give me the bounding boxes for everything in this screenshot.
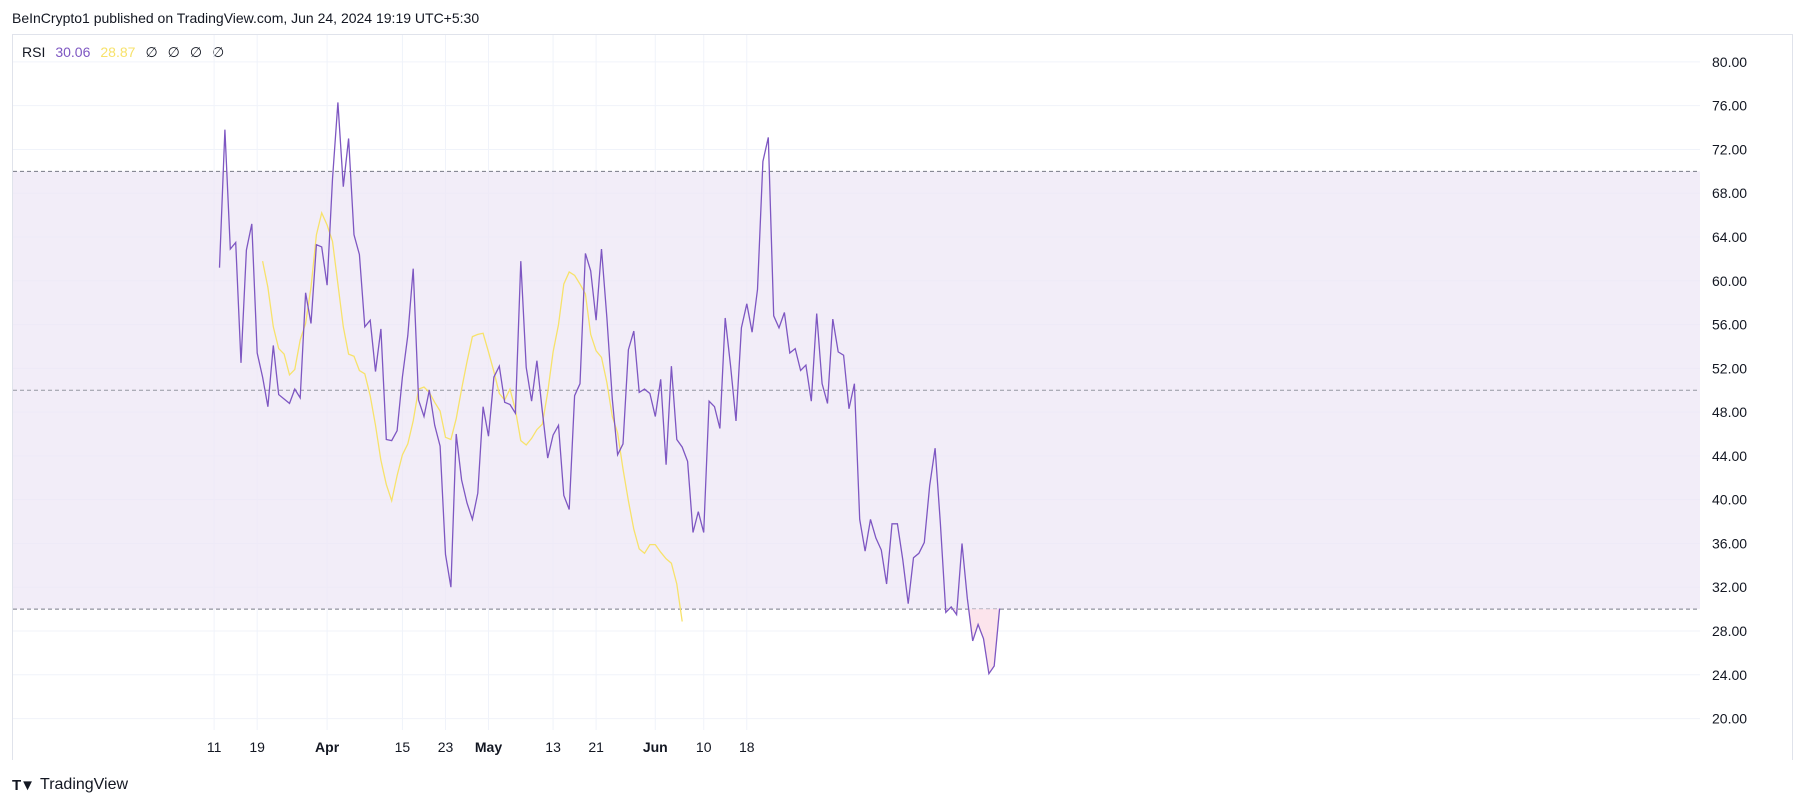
x-tick-label: 15 (395, 739, 411, 755)
na-value-2: ∅ (167, 44, 180, 60)
indicator-name[interactable]: RSI (22, 44, 46, 60)
y-tick-label: 36.00 (1712, 535, 1747, 551)
y-tick-label: 20.00 (1712, 711, 1747, 727)
publish-info: BeInCrypto1 published on TradingView.com… (12, 10, 480, 26)
brand-label: TradingView (40, 776, 129, 793)
y-tick-label: 40.00 (1712, 492, 1747, 508)
y-tick-label: 80.00 (1712, 54, 1747, 70)
y-tick-label: 72.00 (1712, 141, 1747, 157)
series-layer (218, 102, 1001, 676)
x-tick-label: Apr (315, 739, 340, 755)
rsi-chart[interactable]: 80.00 76.00 72.00 68.00 64.00 60.00 56.00 52.00… (0, 0, 1805, 760)
na-value-4: ∅ (212, 44, 225, 60)
x-tick-label: 11 (207, 739, 222, 755)
tradingview-logo-icon: T▼ (12, 776, 35, 794)
x-tick-label: 19 (249, 739, 265, 755)
tradingview-branding[interactable]: T▼ TradingView (12, 776, 128, 794)
price-axis[interactable]: 80.00 76.00 72.00 68.00 64.00 60.00 56.00 52.00… (1712, 54, 1747, 727)
y-tick-label: 56.00 (1712, 317, 1747, 333)
y-tick-label: 64.00 (1712, 229, 1747, 245)
indicator-legend: RSI 30.06 28.87 ∅ ∅ ∅ ∅ (22, 44, 224, 61)
x-tick-label: 10 (696, 739, 712, 755)
y-tick-label: 52.00 (1712, 360, 1747, 376)
x-tick-label: May (475, 739, 502, 755)
x-tick-label: 23 (438, 739, 454, 755)
rsi-line (218, 102, 1001, 676)
na-value-3: ∅ (189, 44, 203, 60)
y-tick-label: 44.00 (1712, 448, 1747, 464)
rsi-ma-line (261, 210, 683, 622)
y-tick-label: 24.00 (1712, 667, 1747, 683)
x-tick-label: 21 (588, 739, 604, 755)
na-value-1: ∅ (145, 44, 158, 60)
x-tick-label: 18 (739, 739, 755, 755)
y-tick-label: 28.00 (1712, 623, 1747, 639)
y-tick-label: 32.00 (1712, 579, 1747, 595)
rsi-ma-value: 28.87 (100, 44, 136, 60)
x-tick-label: Jun (643, 739, 668, 755)
y-tick-label: 68.00 (1712, 185, 1747, 201)
y-tick-label: 60.00 (1712, 273, 1747, 289)
x-tick-label: 13 (545, 739, 561, 755)
time-axis[interactable]: 11 19 Apr 15 23 May 13 21 Jun 10 18 (207, 739, 755, 755)
y-tick-label: 76.00 (1712, 98, 1747, 114)
y-tick-label: 48.00 (1712, 404, 1747, 420)
rsi-value: 30.06 (55, 44, 91, 60)
rsi-bands (13, 170, 1700, 610)
pane-border (12, 34, 1793, 760)
